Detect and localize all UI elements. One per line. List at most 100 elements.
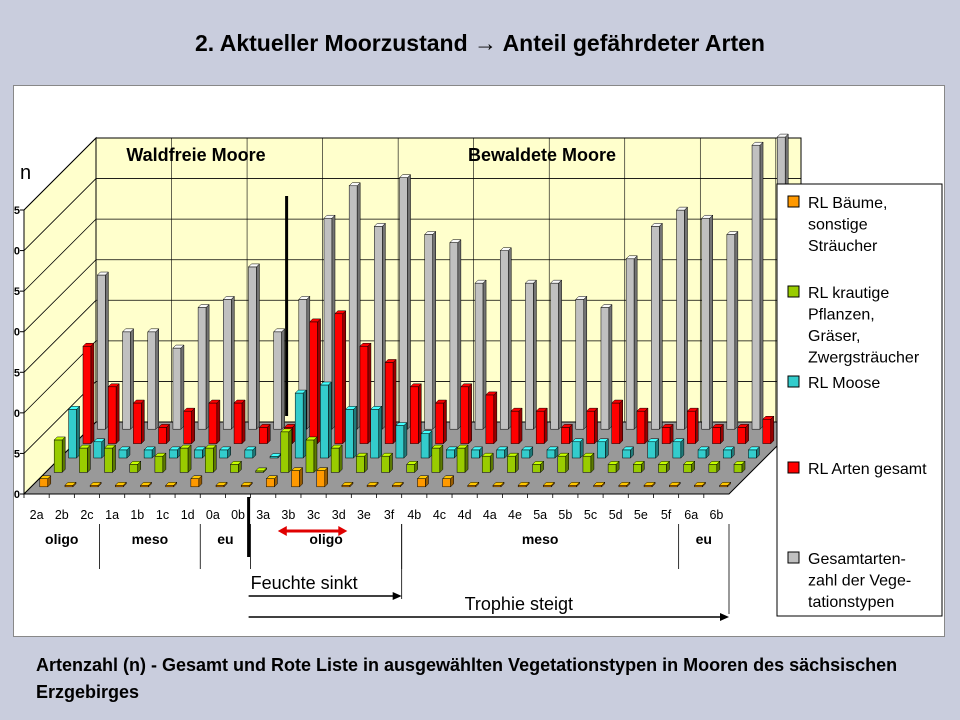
bar-top [560,424,573,428]
bar-top [571,438,584,443]
moisture-label: Feuchte sinkt [251,573,358,593]
bar-front [208,402,218,444]
bar-front [737,427,746,444]
bar-side [191,407,195,445]
bar-top [168,446,181,451]
bar-2-6b [747,446,761,459]
bar-2-4d [496,446,509,459]
bar-top [348,182,361,187]
bar-front [154,455,164,473]
bar-front [169,449,178,459]
bar-3-4d [510,407,523,445]
legend-label: RL krautige [808,285,889,302]
bar-top [103,444,117,449]
bar-top [96,271,109,276]
legend-label: Pflanzen, [808,307,875,324]
bar-top [244,446,257,451]
bar-2-2a [67,405,81,459]
bar-3-1d [233,399,246,445]
bar-side [338,444,343,474]
bar-1-1c [179,444,192,474]
bar-0-4a [492,481,505,488]
bar-top [697,446,710,451]
bar-2-5d [647,438,660,459]
bar-front [733,464,743,473]
legend-label: Sträucher [808,238,878,255]
bar-2-5a [571,438,584,459]
bar-front [672,441,682,459]
bar-top [78,444,91,449]
bar-top [139,482,153,486]
x-tick-label: 1c [156,508,169,522]
bar-side [644,407,649,445]
bar-2-3e [395,421,408,459]
bar-top [190,475,203,479]
bar-top [204,444,217,449]
bar-front [535,410,545,444]
bar-top [650,223,663,227]
bar-1-4e [531,460,545,474]
bar-side [378,405,382,459]
bar-4-1b [197,303,210,430]
bar-2-5b [596,438,609,459]
bar-front [546,449,556,459]
bar-front [485,394,495,444]
bar-top [467,482,480,486]
bar-1-5e [657,460,671,474]
bar-top [668,482,681,486]
bar-front [359,345,369,444]
bar-2-6a [722,446,735,459]
bar-0-6b [719,481,732,488]
legend-swatch [787,551,800,564]
bar-top [625,255,638,260]
bar-1-3d [355,452,368,474]
bar-4-5f [726,230,739,430]
bar-2-1a [143,446,156,459]
bar-1-5d [632,460,645,474]
y-tick-label: 35 [14,205,20,217]
bar-top [370,406,383,410]
bar-3-0a [258,423,271,445]
bar-top [636,407,649,412]
bar-front [697,449,707,459]
bar-0-6a [693,481,707,488]
bar-top [398,174,412,178]
bar-top [424,231,437,235]
x-tick-label: 3b [281,508,295,522]
bar-side [288,428,293,474]
bar-top [118,446,131,451]
bar-1-3e [380,452,394,474]
bar-front [345,409,354,459]
bar-top [600,304,613,308]
bar-top [582,452,595,457]
bar-top [643,482,656,486]
bar-front [330,447,340,473]
bar-4-4c [499,247,512,430]
bar-1-1d [204,444,217,474]
bar-side [443,399,447,445]
x-tick-label: 5f [661,508,672,522]
bar-top [193,446,207,451]
x-tick-label: 4a [483,508,497,522]
bar-3-1b [183,407,196,445]
trophy-group-label: eu [217,531,233,547]
bar-top [632,461,645,465]
bar-2-0a [244,446,257,459]
bar-side [493,391,498,445]
bar-top [449,239,462,243]
bar-front [107,386,117,444]
bar-side [770,415,775,445]
bar-3-6b [762,415,775,445]
bar-4-1d [247,263,261,430]
bar-front [97,274,106,430]
bar-front [712,427,721,444]
bar-3-1a [157,423,171,445]
bar-1-0b [255,467,268,474]
bar-top [776,133,789,138]
bar-side [583,295,588,430]
bar-front [68,409,77,459]
bar-front [571,441,581,459]
bar-0-3f [391,481,404,488]
bar-4-5c [650,222,663,430]
bar-side [115,383,120,445]
